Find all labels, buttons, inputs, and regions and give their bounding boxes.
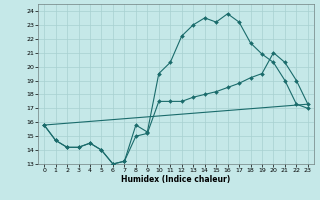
X-axis label: Humidex (Indice chaleur): Humidex (Indice chaleur) — [121, 175, 231, 184]
